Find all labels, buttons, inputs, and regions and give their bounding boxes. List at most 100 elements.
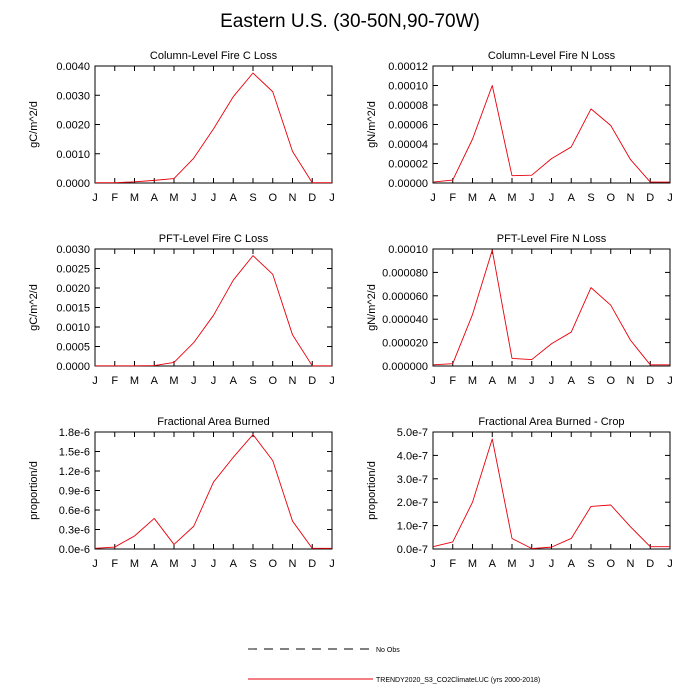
x-tick-label: J — [329, 558, 335, 570]
y-tick-label: 0.0030 — [56, 244, 90, 256]
y-tick-label: 0.00002 — [388, 159, 428, 171]
x-tick-label: N — [627, 192, 635, 204]
y-tick-label: 2.0e-7 — [397, 497, 428, 509]
x-tick-label: M — [130, 192, 139, 204]
x-tick-label: O — [268, 375, 277, 387]
x-tick-label: S — [587, 558, 594, 570]
y-tick-label: 0.0010 — [56, 149, 90, 161]
y-tick-label: 0.00006 — [388, 120, 428, 132]
x-tick-label: J — [92, 558, 98, 570]
x-tick-label: M — [130, 558, 139, 570]
y-tick-label: 4.0e-7 — [397, 450, 428, 462]
plot-frame — [432, 248, 671, 367]
x-tick-label: J — [211, 192, 217, 204]
x-tick-label: J — [430, 192, 436, 204]
x-tick-label: J — [430, 375, 436, 387]
x-tick-label: N — [289, 558, 297, 570]
y-tick-label: 0.00010 — [388, 244, 428, 256]
x-tick-label: J — [529, 192, 535, 204]
y-tick-label: 0.0015 — [56, 303, 90, 315]
y-tick-label: 0.0e-6 — [59, 544, 90, 556]
x-tick-label: S — [249, 375, 256, 387]
legend-obs-label: No Obs — [376, 647, 400, 654]
x-tick-label: F — [449, 375, 456, 387]
chart-title: PFT-Level Fire C Loss — [159, 233, 269, 245]
x-tick-label: M — [507, 375, 516, 387]
x-tick-label: O — [606, 375, 615, 387]
series-line — [432, 85, 670, 183]
x-tick-label: A — [151, 558, 159, 570]
y-tick-label: 0.0040 — [56, 61, 90, 73]
x-tick-label: J — [430, 558, 436, 570]
y-tick-label: 0.00012 — [388, 61, 428, 73]
plot-frame — [432, 431, 671, 550]
y-tick-label: 0.000040 — [382, 314, 428, 326]
x-tick-label: M — [468, 192, 477, 204]
series-line — [432, 249, 670, 366]
x-tick-label: J — [191, 375, 197, 387]
y-tick-label: 0.000080 — [382, 267, 428, 279]
x-tick-label: J — [211, 375, 217, 387]
x-tick-label: J — [329, 375, 335, 387]
x-tick-label: A — [230, 558, 238, 570]
series-line — [432, 438, 670, 549]
chart-title: Column-Level Fire C Loss — [150, 50, 278, 62]
x-tick-label: N — [627, 375, 635, 387]
x-tick-label: J — [329, 192, 335, 204]
x-tick-label: D — [646, 375, 654, 387]
x-tick-label: A — [568, 375, 576, 387]
x-tick-label: J — [529, 375, 535, 387]
y-tick-label: 0.6e-6 — [59, 505, 90, 517]
y-tick-label: 0.0020 — [56, 120, 90, 132]
y-tick-label: 0.000000 — [382, 361, 428, 373]
y-tick-label: 0.000060 — [382, 291, 428, 303]
x-tick-label: F — [449, 192, 456, 204]
plot-frame — [94, 431, 333, 550]
y-axis-label: gC/m^2/d — [28, 101, 40, 148]
x-tick-label: M — [507, 558, 516, 570]
plot-frame — [432, 65, 671, 184]
y-tick-label: 0.0010 — [56, 322, 90, 334]
legend: No Obs TRENDY2020_S3_CO2ClimateLUC (yrs … — [248, 647, 540, 684]
y-axis-label: proportion/d — [28, 461, 40, 520]
x-tick-label: A — [568, 192, 576, 204]
chart-title: Fractional Area Burned — [157, 416, 270, 428]
x-tick-label: D — [308, 558, 316, 570]
x-tick-label: J — [92, 375, 98, 387]
x-tick-label: J — [549, 558, 555, 570]
y-tick-label: 3.0e-7 — [397, 474, 428, 486]
x-tick-label: D — [646, 558, 654, 570]
x-tick-label: D — [308, 375, 316, 387]
x-tick-label: S — [249, 558, 256, 570]
y-axis-label: proportion/d — [366, 461, 378, 520]
figure-title: Eastern U.S. (30-50N,90-70W) — [220, 11, 480, 32]
x-tick-label: J — [529, 558, 535, 570]
x-tick-label: O — [268, 192, 277, 204]
legend-model-label: TRENDY2020_S3_CO2ClimateLUC (yrs 2000-20… — [376, 677, 540, 684]
x-tick-label: O — [268, 558, 277, 570]
x-tick-label: M — [468, 375, 477, 387]
x-tick-label: J — [191, 558, 197, 570]
y-tick-label: 0.3e-6 — [59, 525, 90, 537]
x-tick-label: A — [230, 375, 238, 387]
y-tick-label: 1.0e-7 — [397, 521, 428, 533]
x-tick-label: M — [130, 375, 139, 387]
series-line — [95, 255, 332, 367]
y-tick-label: 0.0000 — [56, 178, 90, 190]
x-tick-label: N — [289, 375, 297, 387]
y-tick-label: 0.0e-7 — [397, 544, 428, 556]
series-line — [94, 434, 332, 549]
chart-title: Column-Level Fire N Loss — [488, 50, 616, 62]
x-tick-label: M — [468, 558, 477, 570]
x-tick-label: J — [667, 192, 673, 204]
y-tick-label: 0.00000 — [388, 178, 428, 190]
x-tick-label: D — [646, 192, 654, 204]
x-tick-label: F — [111, 375, 118, 387]
y-tick-label: 0.00010 — [388, 81, 428, 93]
y-tick-label: 1.5e-6 — [59, 447, 90, 459]
x-tick-label: N — [289, 192, 297, 204]
